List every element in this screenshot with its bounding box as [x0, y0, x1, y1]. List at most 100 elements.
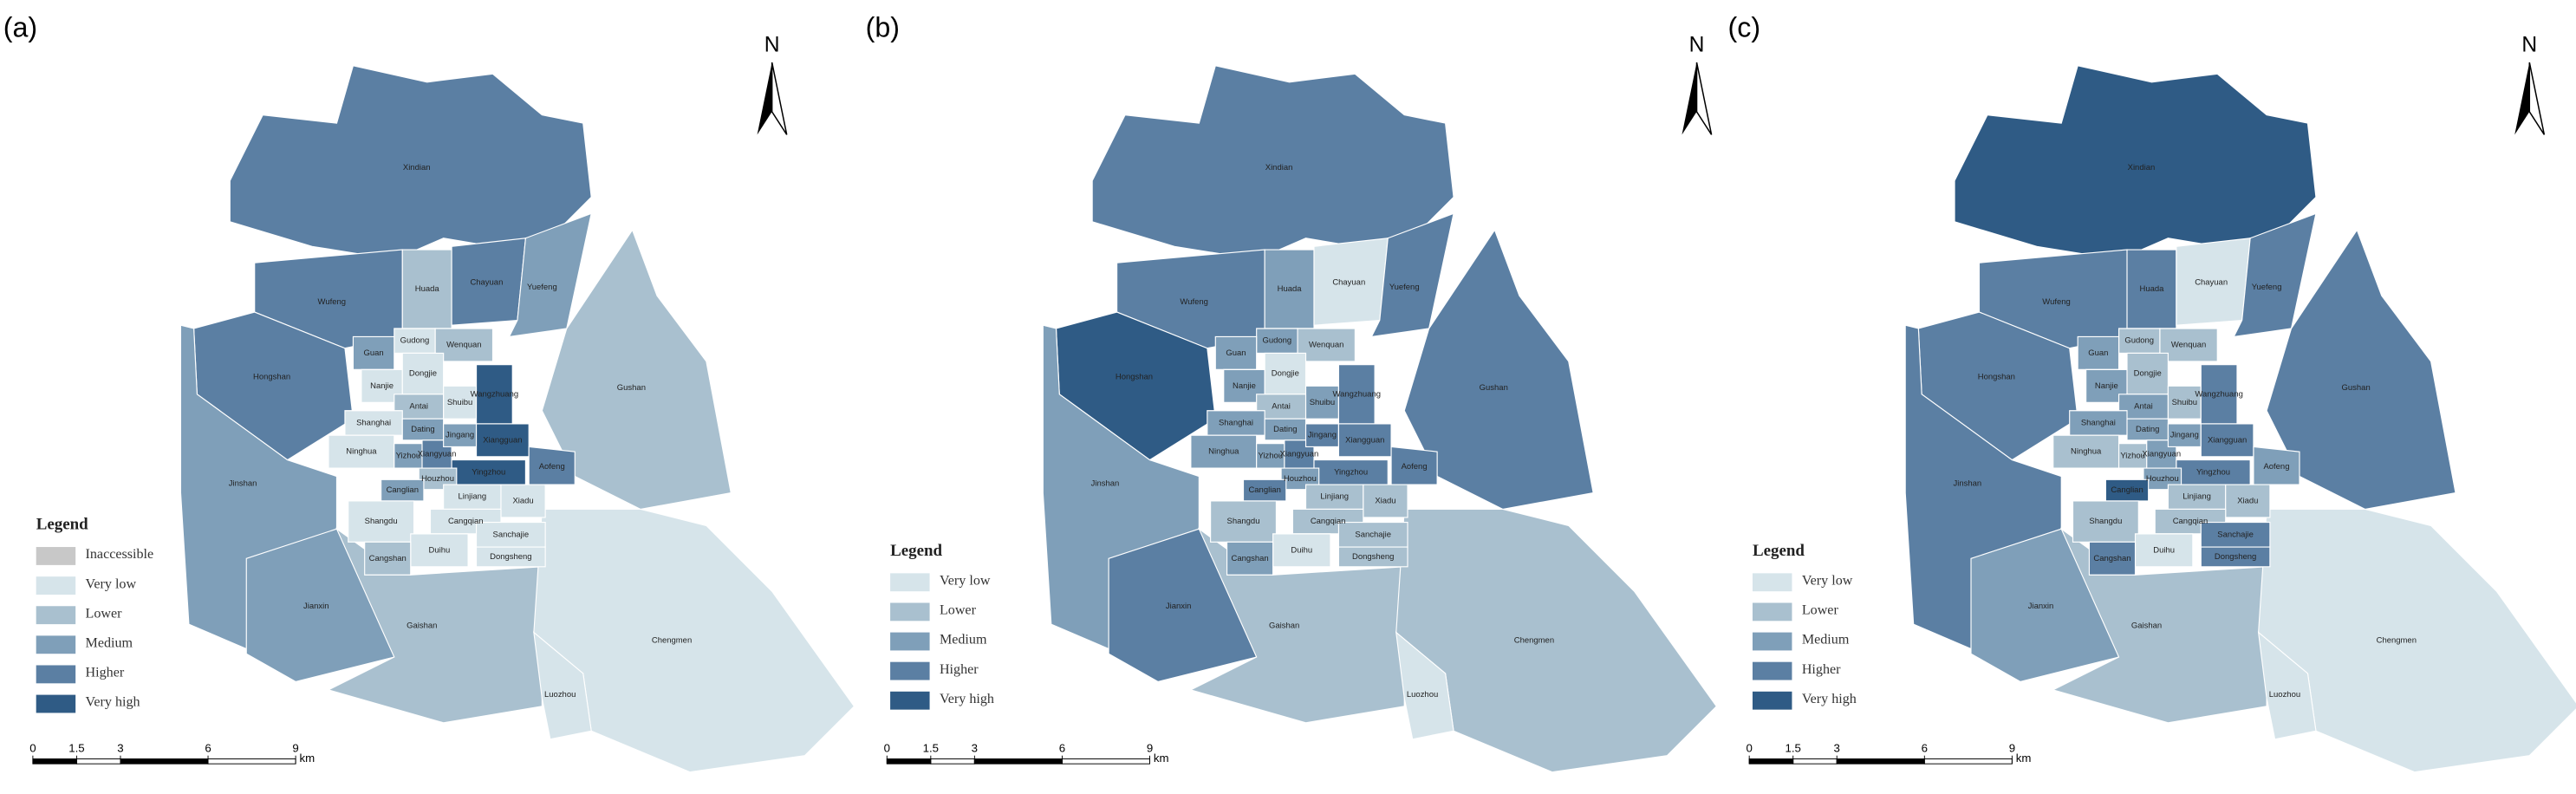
district — [2104, 478, 2150, 502]
district-label: Cangshan — [369, 554, 407, 563]
scale-segment — [32, 758, 77, 765]
district-label: Guan — [2088, 348, 2108, 358]
district-label: Xiangyuan — [418, 449, 457, 459]
district-label: Hongshan — [253, 372, 290, 381]
district — [533, 631, 592, 740]
district-label: Gushan — [1480, 383, 1508, 393]
district-label: Yingzhou — [1334, 467, 1368, 477]
map-panel: (b) Xindian Wufeng Huada Chayuan Yuefeng Gusha… — [866, 12, 1718, 773]
north-arrow — [1695, 62, 1713, 135]
scale-label: 6 — [1922, 742, 1928, 755]
district — [2200, 546, 2271, 568]
district-label: Guan — [364, 348, 384, 358]
district-label: Cangshan — [2093, 554, 2130, 563]
scale-unit: km — [1154, 752, 1169, 765]
legend-swatch — [1752, 602, 1792, 622]
district-label: Cangqian — [448, 517, 484, 526]
district-label: Cangqian — [2173, 517, 2208, 526]
district-label: Shanghai — [2081, 418, 2116, 427]
map-panel: (c) Xindian Wufeng Huada Chayuan Yuefeng Gusha… — [1728, 12, 2576, 773]
district-label: Huada — [415, 284, 440, 294]
scale-segment — [75, 758, 121, 765]
district-label: Canglian — [2111, 485, 2143, 495]
district-label: Duihu — [429, 545, 451, 555]
legend-label: Very low — [1802, 574, 1853, 589]
district-label: Chayuan — [2195, 277, 2228, 287]
district-label: Gudong — [1263, 336, 1292, 346]
north-label: N — [1689, 34, 1705, 57]
district-label: Yingzhou — [2196, 467, 2230, 477]
north-label: N — [2521, 34, 2537, 57]
district-label: Sanchajie — [493, 530, 530, 539]
district — [500, 484, 546, 518]
scale-label: 1.5 — [1785, 742, 1800, 755]
district-label: Wangzhuang — [2195, 389, 2242, 399]
district-label: Nanjie — [2095, 381, 2118, 391]
legend-swatch — [36, 576, 76, 595]
district — [2253, 446, 2300, 485]
district-label: Linjiang — [458, 492, 486, 502]
scale-label: 9 — [292, 742, 298, 755]
legend-label: Inaccessible — [86, 547, 154, 562]
district-label: Gaishan — [407, 621, 437, 630]
district-label: Shanghai — [356, 418, 391, 427]
district-label: Luozhou — [2269, 690, 2300, 700]
north-arrow — [1682, 62, 1697, 135]
district-label: Dongsheng — [490, 552, 531, 562]
district — [364, 541, 412, 576]
district — [434, 328, 494, 362]
district-label: Chayuan — [1332, 277, 1365, 287]
district-label: Jingang — [2170, 431, 2199, 440]
district — [2233, 212, 2317, 338]
district-label: Wenquan — [446, 340, 481, 349]
legend-swatch — [1752, 661, 1792, 680]
legend-swatch — [890, 632, 930, 651]
district-label: Chengmen — [2377, 636, 2417, 646]
legend-label: Very high — [86, 695, 140, 710]
panel-label: (b) — [866, 12, 900, 43]
scale-label: 3 — [117, 742, 123, 755]
district-label: Antai — [2134, 402, 2153, 412]
district-label: Shangdu — [365, 517, 398, 526]
scale-label: 9 — [2009, 742, 2015, 755]
district-label: Duihu — [2153, 545, 2175, 555]
district-label: Ninghua — [2071, 447, 2102, 457]
district — [2159, 328, 2218, 362]
district-label: Luozhou — [1407, 690, 1438, 700]
scale-label: 3 — [972, 742, 978, 755]
legend-label: Higher — [1802, 662, 1841, 677]
district-label: Hongshan — [1978, 372, 2015, 381]
district — [2266, 229, 2456, 511]
district-label: Ninghua — [1208, 447, 1239, 457]
district — [229, 65, 592, 260]
legend-title: Legend — [890, 542, 942, 560]
district-label: Antai — [1272, 402, 1291, 412]
scale-label: 0 — [29, 742, 36, 755]
map-panel: (a) Xindian Wufeng Huada Chayuan Yuefeng Gusha… — [3, 12, 855, 773]
panel-label: (a) — [3, 12, 37, 43]
district-label: Yuefeng — [2252, 283, 2282, 292]
legend-label: Very low — [940, 574, 991, 589]
district — [508, 212, 592, 338]
scale-segment — [1792, 758, 1838, 765]
district-label: Wangzhuang — [471, 389, 518, 399]
legend-title: Legend — [1753, 542, 1805, 560]
district-label: Jinshan — [229, 479, 257, 489]
district-label: Yizhou — [2120, 451, 2145, 460]
legend-swatch — [890, 573, 930, 592]
district-label: Dating — [1273, 425, 1297, 434]
district-label: Gushan — [617, 383, 646, 393]
district — [1091, 65, 1454, 260]
scale-unit: km — [300, 752, 315, 765]
scale-segment — [930, 758, 975, 765]
district-label: Gudong — [400, 336, 430, 346]
legend-label: Very high — [940, 692, 994, 706]
scale-label: 6 — [1059, 742, 1065, 755]
north-arrow — [2514, 62, 2530, 135]
scale-segment — [1923, 758, 2013, 765]
district-label: Wenquan — [2171, 340, 2206, 349]
district-label: Shangdu — [1227, 517, 1260, 526]
district — [1297, 328, 1356, 362]
legend-label: Lower — [86, 606, 123, 621]
district-label: Dongsheng — [2215, 552, 2256, 562]
